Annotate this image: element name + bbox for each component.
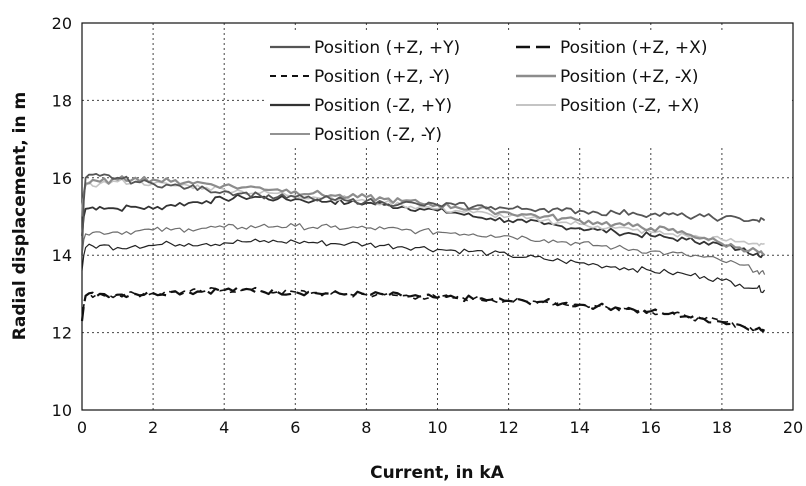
series-line bbox=[81, 173, 766, 256]
x-tick-label: 20 bbox=[783, 418, 803, 437]
y-tick-label: 10 bbox=[52, 401, 72, 420]
axis-ticks: 0 2 4 6 8 10 12 14 16 18 20 10 12 14 16 18 20 bbox=[52, 14, 804, 437]
x-tick-label: 2 bbox=[148, 418, 158, 437]
series-line bbox=[81, 286, 765, 333]
series-line bbox=[81, 223, 766, 275]
series-layer bbox=[80, 173, 766, 333]
x-tick-label: 0 bbox=[77, 418, 87, 437]
series-line bbox=[81, 193, 765, 259]
legend-label: Position (-Z, -Y) bbox=[314, 125, 442, 145]
legend-label: Position (+Z, +Y) bbox=[314, 38, 460, 58]
x-tick-label: 10 bbox=[427, 418, 447, 437]
legend-label: Position (-Z, +X) bbox=[560, 96, 699, 116]
x-tick-label: 4 bbox=[219, 418, 229, 437]
x-tick-label: 6 bbox=[290, 418, 300, 437]
x-tick-label: 16 bbox=[641, 418, 661, 437]
y-tick-label: 14 bbox=[52, 246, 72, 265]
x-tick-label: 8 bbox=[361, 418, 371, 437]
legend-label: Position (+Z, -X) bbox=[560, 67, 699, 87]
y-tick-label: 12 bbox=[52, 324, 72, 343]
series-line bbox=[80, 175, 766, 257]
series-line bbox=[80, 286, 766, 332]
y-axis-title: Radial displacement, in m bbox=[10, 92, 30, 340]
legend-label: Position (-Z, +Y) bbox=[314, 96, 452, 116]
legend: Position (+Z, +Y) Position (+Z, +X) Positi… bbox=[264, 30, 790, 146]
x-tick-label: 18 bbox=[712, 418, 732, 437]
x-tick-label: 12 bbox=[498, 418, 518, 437]
series-line bbox=[81, 238, 766, 294]
y-tick-label: 16 bbox=[52, 169, 72, 188]
x-axis-title: Current, in kA bbox=[370, 463, 505, 483]
y-tick-label: 20 bbox=[52, 14, 72, 33]
y-tick-label: 18 bbox=[52, 91, 72, 110]
legend-label: Position (+Z, -Y) bbox=[314, 67, 450, 87]
legend-background bbox=[264, 30, 790, 146]
legend-label: Position (+Z, +X) bbox=[560, 38, 707, 58]
x-tick-label: 14 bbox=[570, 418, 590, 437]
